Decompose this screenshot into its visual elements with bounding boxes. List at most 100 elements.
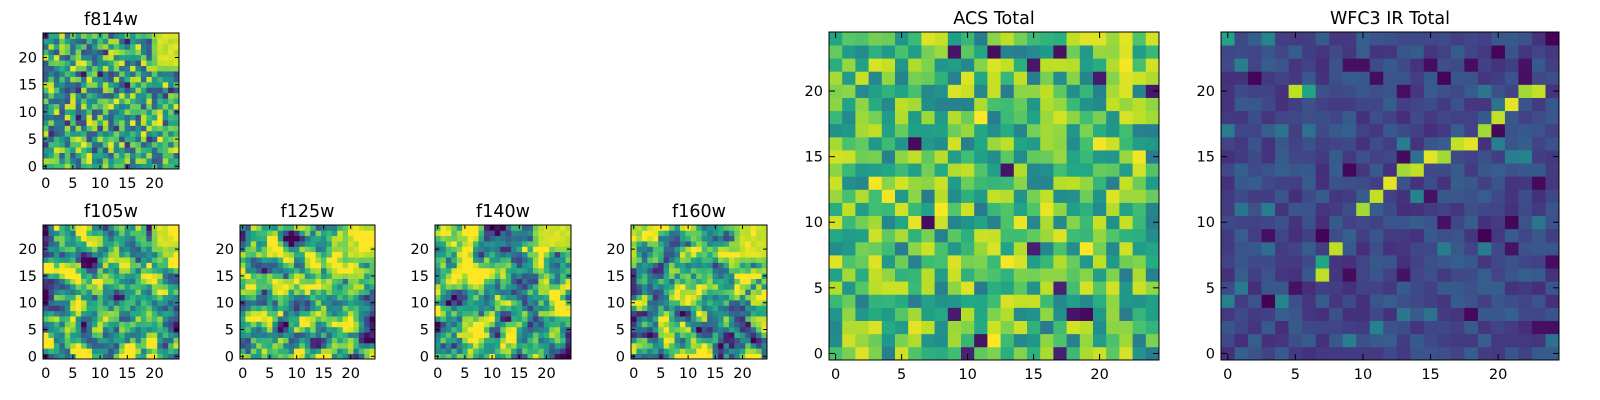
heatmap-cell	[162, 81, 169, 88]
heatmap-cell	[250, 262, 257, 269]
heatmap-cell	[130, 60, 136, 66]
heatmap-cell	[288, 294, 295, 301]
heatmap-cell	[987, 189, 1001, 203]
heatmap-cell	[64, 326, 71, 333]
heatmap-cell	[91, 273, 98, 279]
heatmap-cell	[256, 353, 262, 360]
heatmap-cell	[456, 267, 463, 274]
heatmap-cell	[895, 281, 909, 295]
heatmap-cell	[86, 158, 93, 164]
heatmap-cell	[342, 289, 349, 296]
heatmap-cell	[321, 300, 327, 306]
heatmap-cell	[48, 246, 55, 253]
heatmap-cell	[1383, 241, 1398, 256]
heatmap-cell	[1234, 228, 1249, 243]
heatmap-cell	[151, 251, 158, 258]
heatmap-cell	[647, 289, 654, 296]
x-tick-label: 5	[897, 367, 906, 383]
heatmap-cell	[146, 289, 153, 296]
heatmap-cell	[652, 342, 659, 349]
heatmap-cell	[701, 251, 708, 258]
heatmap-cell	[1504, 228, 1519, 243]
heatmap-cell	[331, 316, 338, 322]
heatmap-cell	[140, 326, 147, 333]
heatmap-cell	[538, 235, 545, 242]
heatmap-cell	[48, 141, 55, 148]
heatmap-cell	[718, 337, 724, 344]
heatmap-cell	[261, 348, 268, 354]
heatmap-cell	[1329, 97, 1344, 112]
heatmap-cell	[489, 278, 496, 285]
heatmap-cell	[669, 257, 675, 263]
heatmap-cell	[151, 103, 158, 110]
heatmap-cell	[658, 321, 664, 328]
heatmap-cell	[462, 273, 468, 279]
heatmap-cell	[97, 65, 104, 72]
heatmap-cell	[81, 273, 87, 279]
heatmap-cell	[1383, 333, 1398, 348]
heatmap-cell	[934, 281, 949, 295]
heatmap-cell	[1302, 110, 1316, 125]
heatmap-cell	[435, 337, 441, 344]
heatmap-cell	[921, 215, 935, 230]
heatmap-cell	[565, 225, 572, 231]
heatmap-cell	[440, 283, 447, 290]
heatmap-cell	[288, 278, 295, 285]
heatmap-cell	[1518, 189, 1533, 203]
heatmap-cell	[135, 289, 142, 296]
heatmap-cell	[641, 316, 648, 322]
heatmap-cell	[86, 316, 93, 322]
heatmap-cell	[829, 176, 843, 190]
heatmap-cell	[1342, 32, 1357, 46]
heatmap-cell	[1437, 58, 1452, 72]
heatmap-cell	[829, 241, 843, 256]
heatmap-cell	[921, 294, 935, 308]
heatmap-cell	[712, 241, 719, 247]
heatmap-cell	[947, 346, 962, 361]
heatmap-cell	[81, 136, 87, 143]
heatmap-cell	[440, 273, 447, 279]
heatmap-cell	[1248, 97, 1262, 112]
heatmap-cell	[489, 273, 496, 279]
heatmap-cell	[151, 257, 158, 263]
heatmap-cell	[554, 348, 561, 354]
heatmap-cell	[674, 278, 681, 285]
heatmap-cell	[321, 337, 327, 344]
heatmap-cell	[168, 60, 174, 66]
heatmap-cell	[124, 125, 131, 132]
heatmap-cell	[353, 251, 360, 258]
heatmap-cell	[467, 300, 474, 306]
heatmap-cell	[1013, 150, 1028, 164]
heatmap-cell	[1040, 189, 1054, 203]
heatmap-cell	[473, 273, 479, 279]
heatmap-cell	[707, 246, 713, 253]
heatmap-cell	[1288, 294, 1303, 308]
heatmap-cell	[1013, 228, 1028, 243]
heatmap-cell	[75, 81, 82, 88]
heatmap-cell	[750, 342, 757, 349]
heatmap-cell	[81, 92, 87, 99]
heatmap-cell	[59, 158, 66, 164]
heatmap-cell	[641, 300, 648, 306]
heatmap-cell	[445, 289, 452, 296]
heatmap-cell	[146, 321, 153, 328]
heatmap-cell	[728, 262, 735, 269]
heatmap-cell	[745, 262, 752, 269]
heatmap-cell	[53, 230, 60, 237]
heatmap-cell	[1119, 202, 1133, 217]
heatmap-cell	[1410, 32, 1425, 46]
heatmap-cell	[304, 305, 311, 312]
heatmap-cell	[1106, 202, 1120, 217]
heatmap-cell	[1093, 320, 1107, 335]
heatmap-cell	[245, 262, 252, 269]
heatmap-cell	[157, 152, 164, 159]
heatmap-cell	[321, 273, 327, 279]
x-tick-label: 10	[1354, 367, 1372, 383]
heatmap-cell	[119, 163, 125, 170]
heatmap-cell	[1275, 307, 1289, 321]
heatmap-cell	[543, 321, 550, 328]
heatmap-cell	[86, 278, 93, 285]
heatmap-cell	[146, 342, 153, 349]
heatmap-cell	[146, 114, 153, 121]
heatmap-cell	[647, 235, 654, 242]
